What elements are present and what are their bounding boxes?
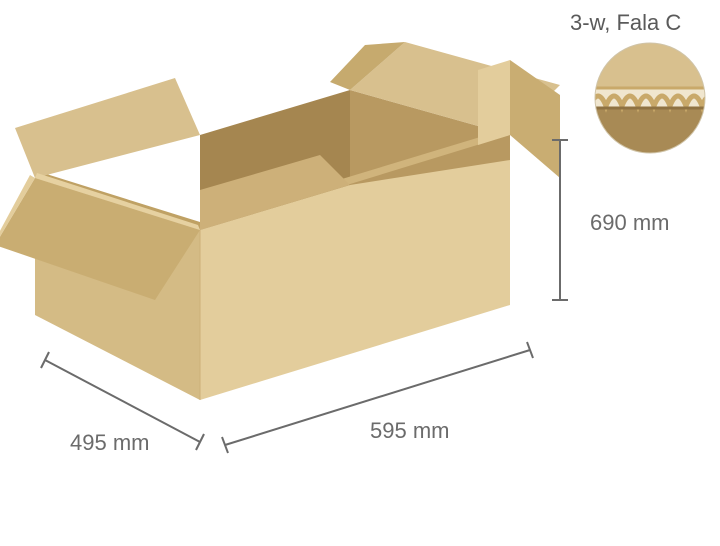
- box-type-label: 3-w, Fala C: [570, 10, 681, 36]
- length-label: 595 mm: [370, 418, 449, 444]
- flap-front-right-outer: [510, 60, 560, 178]
- flap-front-right-inner: [478, 60, 510, 145]
- width-label: 495 mm: [70, 430, 149, 456]
- corrugated-swatch: [590, 40, 718, 158]
- cardboard-box: [0, 42, 560, 400]
- height-label: 690 mm: [590, 210, 669, 236]
- box-diagram: [0, 0, 720, 546]
